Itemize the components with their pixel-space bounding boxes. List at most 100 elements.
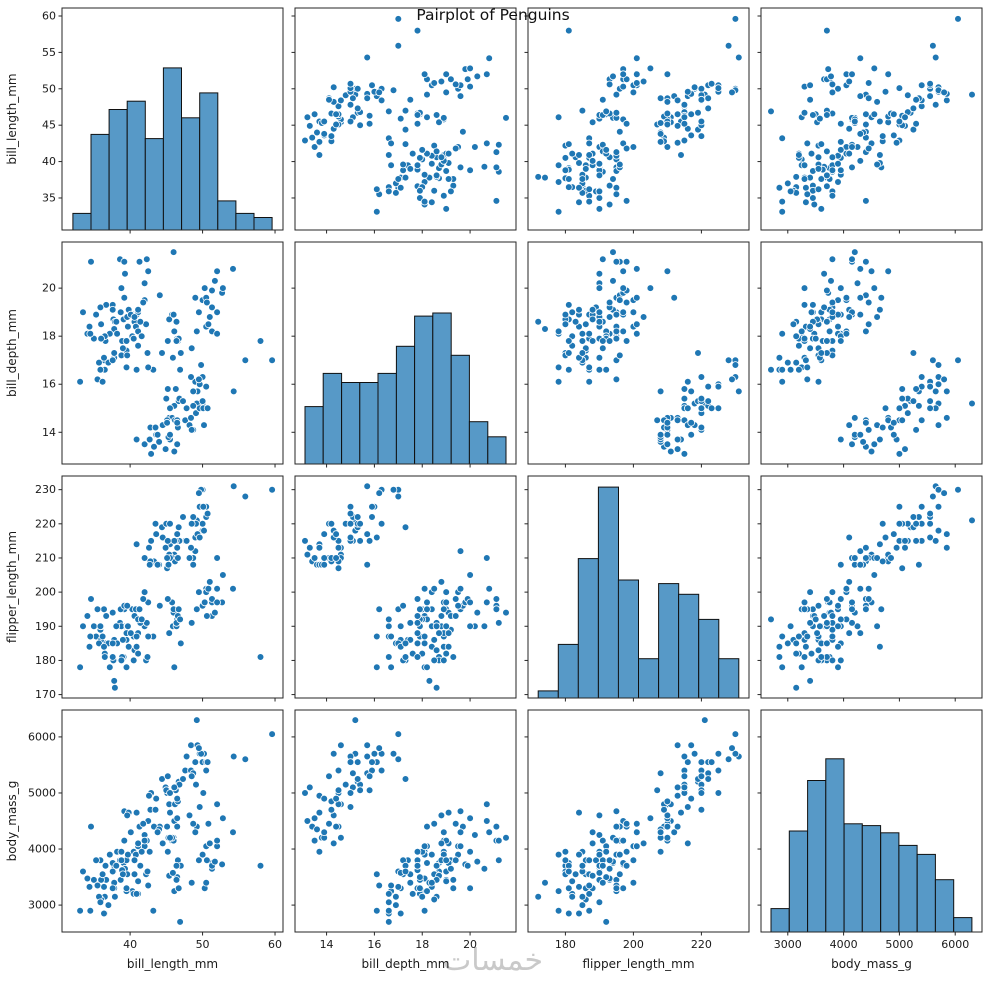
scatter-point xyxy=(79,622,87,631)
scatter-point xyxy=(229,752,238,761)
scatter-point xyxy=(377,766,386,775)
scatter-point xyxy=(124,322,132,331)
scatter-point xyxy=(166,808,174,817)
scatter-point xyxy=(792,332,800,341)
scatter-point xyxy=(173,794,182,803)
subplot-bill_length_mm-vs-body_mass_g xyxy=(757,7,983,234)
scatter-point xyxy=(823,619,831,627)
hist-bar xyxy=(304,406,324,465)
scatter-point xyxy=(494,836,503,845)
scatter-point xyxy=(413,26,422,35)
scatter-point xyxy=(83,612,92,620)
scatter-point xyxy=(867,267,876,276)
scatter-point xyxy=(942,530,951,538)
scatter-point xyxy=(800,284,809,292)
scatter-point xyxy=(568,877,576,886)
scatter-point xyxy=(375,744,384,752)
scatter-point xyxy=(673,110,682,119)
scatter-point xyxy=(108,884,117,893)
scatter-point xyxy=(179,397,187,405)
scatter-point xyxy=(836,560,845,569)
scatter-point xyxy=(856,547,865,555)
scatter-point xyxy=(363,560,372,569)
scatter-point xyxy=(471,143,479,151)
scatter-point xyxy=(132,890,141,898)
scatter-point xyxy=(803,363,812,372)
hist-bar xyxy=(162,67,182,231)
scatter-point xyxy=(442,88,451,97)
scatter-point xyxy=(365,119,374,128)
y-axis-label-bill_depth_mm: bill_depth_mm xyxy=(5,309,19,397)
scatter-point xyxy=(161,543,170,552)
scatter-point xyxy=(189,560,198,569)
scatter-point xyxy=(187,519,196,528)
scatter-point xyxy=(456,163,465,172)
scatter-point xyxy=(173,530,182,538)
scatter-point xyxy=(877,293,886,302)
scatter-point xyxy=(413,595,422,603)
scatter-point xyxy=(140,440,149,449)
scatter-point xyxy=(622,298,631,307)
scatter-point xyxy=(502,114,510,122)
scatter-point xyxy=(588,157,597,165)
x-tick-label: 200 xyxy=(623,938,644,951)
subplot-frame xyxy=(527,709,750,933)
scatter-point xyxy=(828,88,837,97)
scatter-point xyxy=(372,906,381,915)
scatter-point xyxy=(697,132,706,140)
scatter-point xyxy=(870,571,879,579)
scatter-point xyxy=(895,519,904,528)
y-tick-label: 5000 xyxy=(28,786,56,799)
scatter-point xyxy=(929,356,937,365)
scatter-point xyxy=(814,646,823,654)
scatter-point xyxy=(856,265,865,273)
scatter-point xyxy=(174,554,182,562)
scatter-point xyxy=(612,334,621,343)
scatter-point xyxy=(416,154,424,162)
scatter-point xyxy=(442,167,451,175)
scatter-point xyxy=(170,537,179,545)
scatter-point xyxy=(783,179,792,188)
scatter-point xyxy=(917,373,926,381)
hist-bar xyxy=(468,421,489,465)
scatter-point xyxy=(110,349,118,357)
scatter-point xyxy=(926,382,934,391)
scatter-point xyxy=(554,906,563,915)
scatter-point xyxy=(401,140,410,148)
scatter-point xyxy=(387,663,395,672)
scatter-point xyxy=(166,404,174,413)
subplot-frame xyxy=(527,241,750,465)
scatter-point xyxy=(595,160,604,168)
scatter-point xyxy=(632,320,641,329)
scatter-point xyxy=(213,836,221,845)
scatter-point xyxy=(817,140,826,148)
hist-bar xyxy=(916,853,936,933)
scatter-point xyxy=(673,122,682,130)
scatter-point xyxy=(365,786,374,794)
scatter-point xyxy=(687,110,695,119)
scatter-point xyxy=(218,860,226,869)
subplot-body_mass_g-vs-bill_length_mm: 40 50 60 3000 4000 5000 6000 xyxy=(28,709,284,951)
scatter-point xyxy=(87,257,95,266)
scatter-point xyxy=(132,632,141,641)
scatter-point xyxy=(612,190,621,199)
scatter-point xyxy=(836,119,845,128)
scatter-point xyxy=(575,151,583,159)
scatter-point xyxy=(389,485,398,494)
x-tick-label: 20 xyxy=(463,938,477,951)
scatter-point xyxy=(130,313,139,321)
scatter-point xyxy=(856,54,865,62)
scatter-point xyxy=(449,884,458,893)
scatter-point xyxy=(809,111,817,119)
scatter-point xyxy=(828,632,837,641)
scatter-point xyxy=(934,502,943,511)
scatter-point xyxy=(561,310,570,319)
scatter-point xyxy=(942,96,951,105)
scatter-point xyxy=(108,867,117,876)
scatter-point xyxy=(588,839,597,848)
scatter-point xyxy=(187,543,195,552)
scatter-point xyxy=(862,418,870,427)
scatter-point xyxy=(372,632,381,641)
scatter-point xyxy=(437,153,446,162)
scatter-point xyxy=(213,267,221,276)
